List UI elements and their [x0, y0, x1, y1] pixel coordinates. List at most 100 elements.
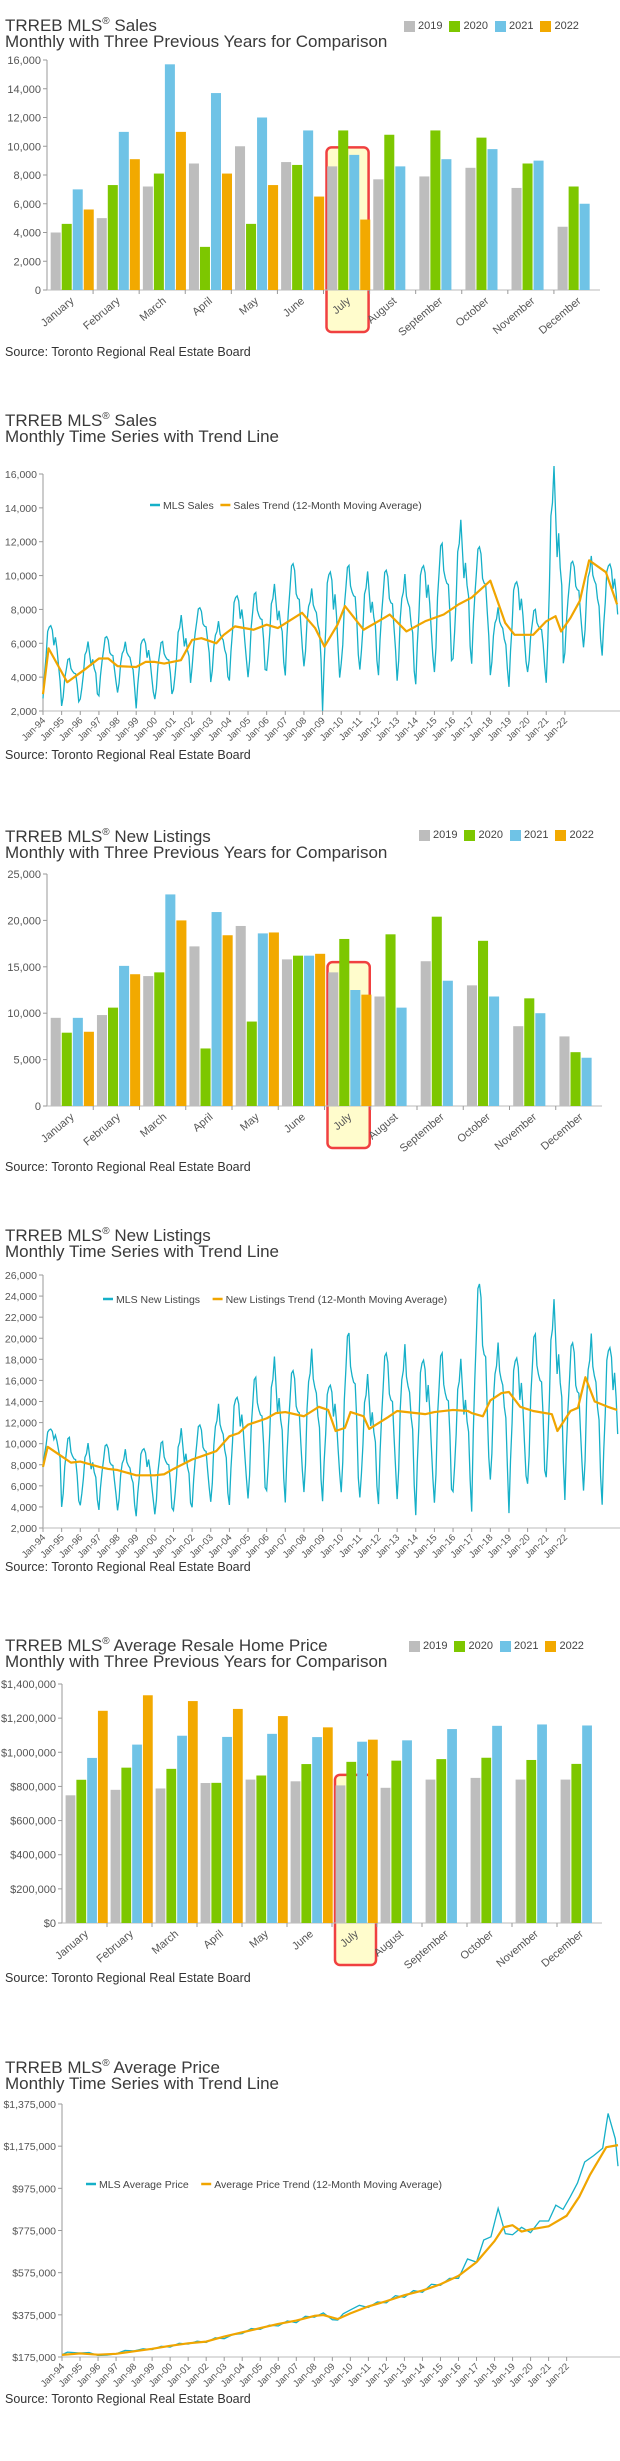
- bar-2019-October: [466, 985, 478, 1106]
- y-tick-label: 16,000: [7, 55, 41, 67]
- chart-subtitle: Monthly Time Series with Trend Line: [5, 427, 280, 446]
- bar-2021-October: [487, 149, 498, 290]
- bar-2020-November: [524, 998, 535, 1106]
- bar-2021-January: [72, 189, 83, 290]
- line-chart: 2,000 4,000 6,000 8,000 10,000 12,000 14,000 16…: [5, 1270, 620, 1561]
- bar-2021-October: [492, 1725, 502, 1923]
- y-tick-label: 12,000: [5, 1418, 37, 1430]
- y-tick-label: 20,000: [7, 915, 41, 927]
- bar-2022-February: [129, 159, 140, 290]
- bar-2021-April: [222, 1736, 232, 1923]
- bar-2019-September: [420, 961, 431, 1106]
- bar-2022-April: [222, 935, 233, 1106]
- bar-2021-June: [303, 130, 314, 290]
- y-tick-label: 18,000: [5, 1354, 37, 1366]
- legend-swatch-2019: [419, 829, 430, 841]
- y-tick-label: 20,000: [5, 1333, 37, 1345]
- y-tick-label: $600,000: [10, 1816, 56, 1828]
- y-tick-label: $1,200,000: [1, 1713, 56, 1725]
- bar-2022-July: [360, 219, 371, 290]
- bar-2021-February: [132, 1744, 142, 1923]
- chart-title: TRREB MLS® Sales: [5, 411, 157, 430]
- bar-2020-March: [154, 972, 165, 1106]
- bar-2020-February: [107, 185, 118, 290]
- legend-label-trend: Average Price Trend (12-Month Moving Ave…: [214, 2179, 442, 2191]
- y-tick-label: 12,000: [7, 113, 41, 125]
- y-tick-label: 16,000: [5, 1375, 37, 1387]
- bar-2019-February: [96, 1015, 108, 1106]
- bar-2021-August: [395, 166, 406, 290]
- trend-line: [61, 2144, 619, 2356]
- bar-2021-October: [489, 996, 500, 1106]
- y-tick-label: 8,000: [11, 1460, 37, 1472]
- bar-2020-November: [522, 163, 533, 290]
- chart-subtitle: Monthly Time Series with Trend Line: [5, 1242, 280, 1261]
- bar-2019-April: [200, 1783, 211, 1923]
- bar-2019-January: [65, 1795, 76, 1923]
- bar-2020-October: [478, 940, 489, 1106]
- bar-2020-December: [568, 186, 579, 290]
- y-tick-label: $975,000: [12, 2183, 56, 2195]
- chart-subtitle: Monthly with Three Previous Years for Co…: [5, 843, 388, 862]
- y-tick-label: 12,000: [5, 537, 37, 549]
- bar-2022-February: [130, 974, 141, 1106]
- bar-2020-November: [526, 1759, 537, 1923]
- y-tick-label: 14,000: [5, 1397, 37, 1409]
- y-tick-label: 14,000: [7, 84, 41, 96]
- bar-2022-April: [221, 173, 233, 290]
- y-tick-label: $1,000,000: [1, 1747, 56, 1759]
- bar-2019-April: [189, 946, 200, 1106]
- bar-2019-March: [143, 976, 154, 1106]
- chart-avg-price-monthly: TRREB MLS® Average Resale Home Price Mon…: [1, 1636, 602, 1985]
- chart-legend: 2019 2020 2021 2022: [405, 1640, 584, 1652]
- bar-2022-July: [361, 994, 372, 1106]
- legend-label: 2020: [478, 829, 503, 841]
- bar-2021-March: [177, 1735, 187, 1923]
- bar-2020-March: [153, 173, 164, 290]
- bar-2020-April: [199, 246, 210, 290]
- bar-2021-August: [402, 1740, 412, 1923]
- legend-label: 2019: [433, 829, 458, 841]
- y-tick-label: 26,000: [5, 1270, 37, 1282]
- y-tick-label: 15,000: [7, 962, 41, 974]
- series-line: [42, 466, 619, 711]
- bar-chart: 0 2,000 4,000 6,000 8,000 10,000 12,000 14,000 1…: [7, 55, 600, 339]
- legend-swatch-2021: [494, 20, 506, 32]
- y-tick-label: 4,000: [11, 1502, 37, 1514]
- bar-2021-June: [312, 1737, 322, 1923]
- bar-2020-September: [430, 130, 441, 290]
- bar-2021-December: [581, 1057, 592, 1106]
- bar-2020-January: [61, 223, 72, 290]
- bar-2019-October: [465, 167, 476, 290]
- legend-label: 2020: [463, 20, 488, 32]
- bar-2020-August: [384, 134, 395, 290]
- chart-subtitle: Monthly Time Series with Trend Line: [5, 2074, 280, 2093]
- y-tick-label: $0: [44, 1918, 56, 1930]
- bar-2019-February: [96, 218, 107, 290]
- legend-label-trend: Sales Trend (12-Month Moving Average): [233, 500, 421, 512]
- bar-2022-June: [322, 1727, 333, 1923]
- bar-2022-July: [367, 1739, 378, 1923]
- y-tick-label: 10,000: [5, 571, 37, 583]
- y-tick-label: 10,000: [7, 1008, 41, 1020]
- bar-2019-August: [374, 996, 385, 1106]
- source-note: Source: Toronto Regional Real Estate Boa…: [5, 1160, 251, 1174]
- bar-2019-November: [515, 1779, 526, 1923]
- chart-title: TRREB MLS® New Listings: [5, 1226, 211, 1245]
- y-tick-label: 6,000: [13, 199, 41, 211]
- bar-2019-June: [281, 162, 292, 290]
- y-tick-label: 2,000: [13, 256, 41, 268]
- legend-label-series: MLS Average Price: [99, 2179, 189, 2191]
- bar-2020-May: [256, 1775, 267, 1923]
- bar-2022-March: [175, 131, 186, 290]
- bar-2021-February: [119, 965, 130, 1106]
- bar-2021-July: [357, 1741, 367, 1923]
- bar-2019-May: [235, 925, 246, 1106]
- bar-2022-April: [232, 1708, 243, 1923]
- y-tick-label: 4,000: [13, 228, 41, 240]
- bar-2019-May: [235, 146, 246, 290]
- bar-2020-July: [339, 938, 350, 1106]
- legend-swatch-2021: [509, 829, 521, 841]
- y-tick-label: 8,000: [11, 604, 37, 616]
